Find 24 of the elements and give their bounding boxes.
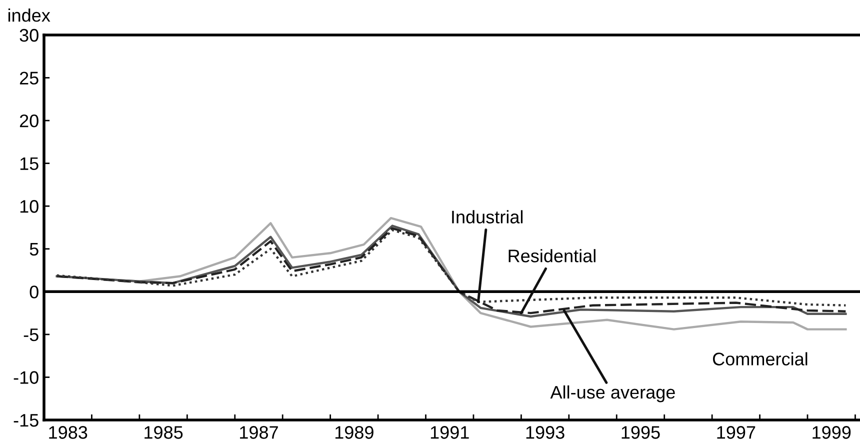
x-tick-label: 1993: [526, 426, 564, 439]
x-tick-label: 1989: [335, 426, 374, 439]
x-tick-label: 1987: [240, 426, 278, 439]
y-tick-label: 5: [30, 243, 38, 256]
y-axis-title: index: [8, 8, 50, 22]
y-tick-label: 25: [20, 72, 38, 84]
y-tick-label: 15: [20, 157, 38, 170]
x-tick-label: 1995: [622, 426, 660, 439]
annotation: Industrial: [452, 210, 523, 224]
x-tick-label: 1999: [812, 426, 851, 439]
x-tick-label: 1997: [717, 426, 756, 439]
annotation: Commercial: [712, 352, 808, 366]
x-tick-label: 1985: [144, 426, 183, 439]
annotation: Residential: [508, 249, 596, 262]
y-tick-label: 20: [20, 114, 38, 128]
x-tick-label: 1991: [430, 426, 469, 439]
x-tick-label: 1983: [49, 426, 88, 439]
y-tick-label: 30: [20, 28, 38, 42]
y-tick-label: 0: [30, 286, 38, 298]
y-tick-label: -15: [14, 414, 38, 427]
annotation: All-use average: [550, 385, 675, 402]
y-tick-label: -5: [24, 328, 38, 342]
y-tick-label: -10: [14, 371, 38, 384]
y-tick-label: 10: [20, 200, 38, 213]
